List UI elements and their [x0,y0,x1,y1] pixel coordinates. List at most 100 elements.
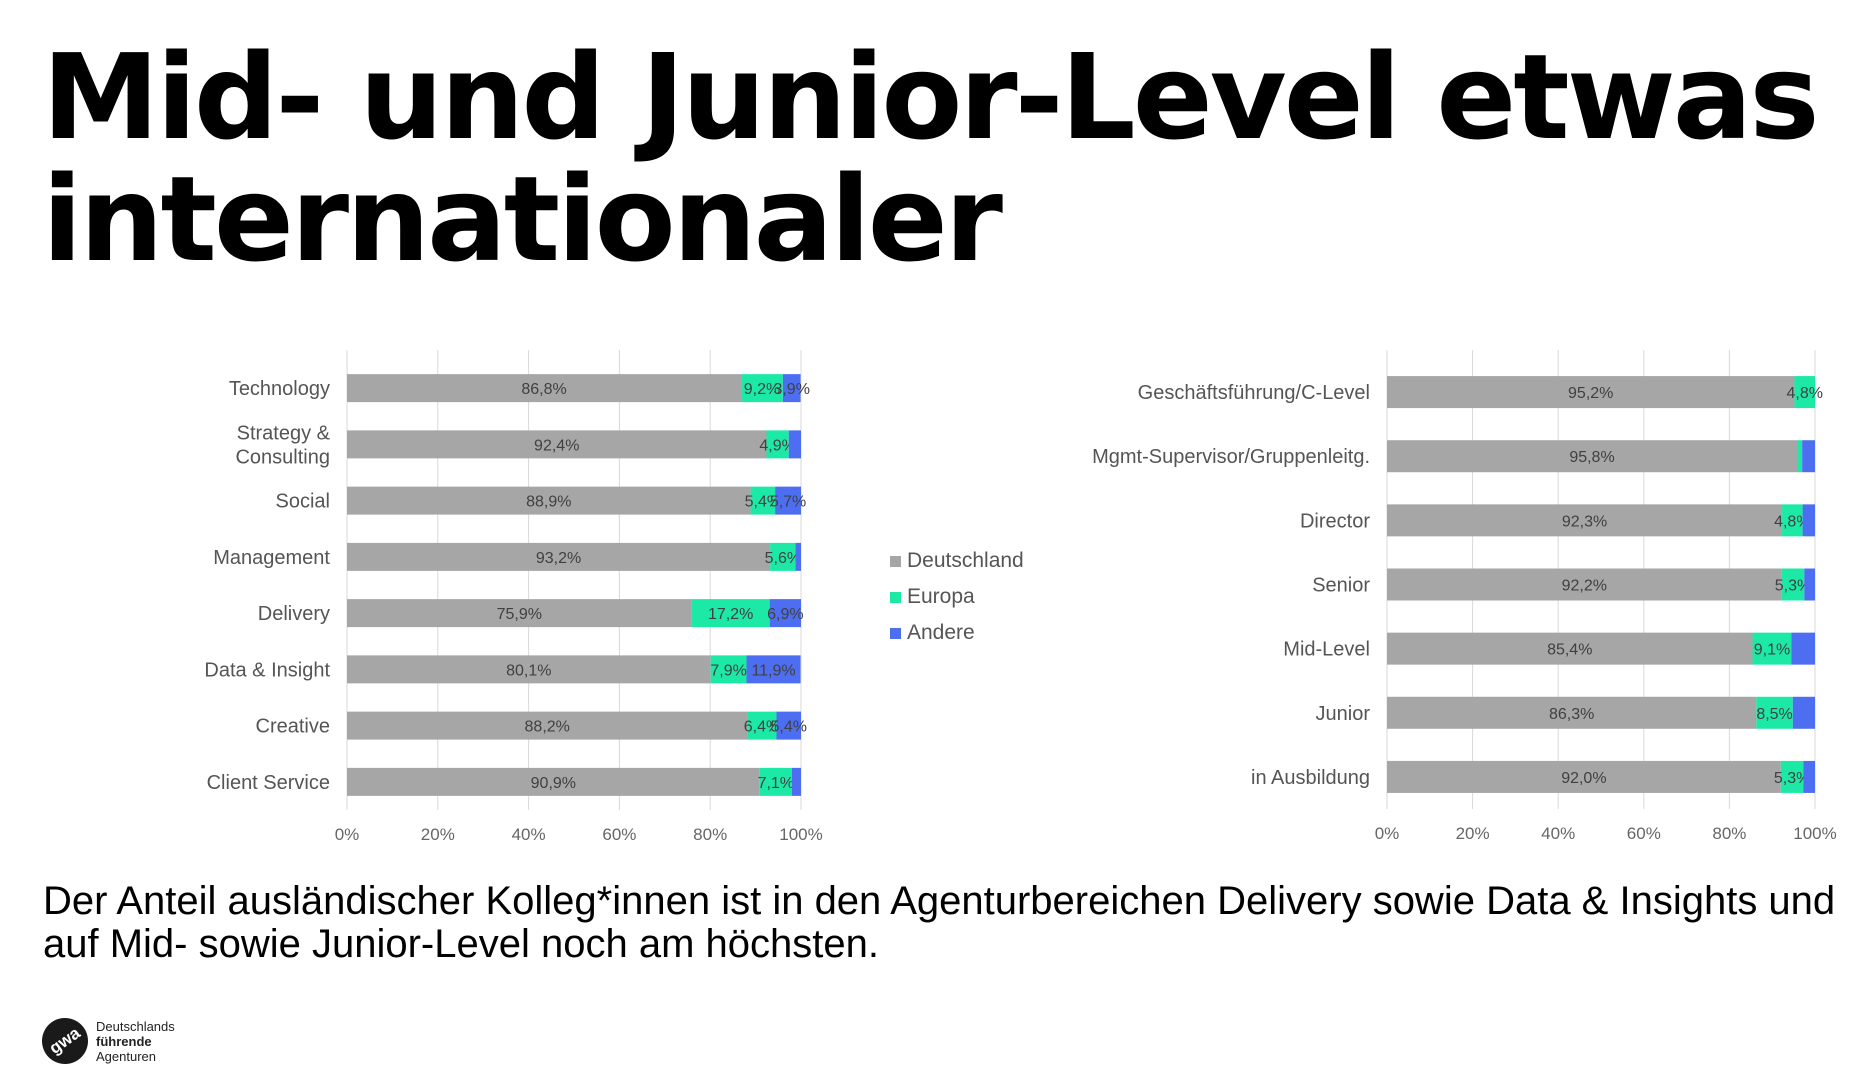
data-label-andere-technology: 3,9% [773,381,809,398]
data-label-deutschland-mid-level: 85,4% [1547,642,1592,659]
bar-deutschland-mid-level [1387,632,1753,665]
category-label-mid-level: Mid-Level [1283,639,1370,661]
bar-europa-director [1782,504,1803,537]
data-label-deutschland-strategy-consulting: 92,4% [534,437,579,454]
bar-deutschland-client-service [347,767,760,796]
legend-item-andere: Andere [890,615,1024,651]
x-tick-label: 20% [1456,824,1490,843]
data-label-deutschland-technology: 86,8% [521,381,566,398]
bar-europa-senior [1781,568,1805,601]
bar-europa-delivery [691,599,770,628]
bar-deutschland-social [347,486,751,515]
bar-deutschland-director [1387,504,1783,537]
data-label-deutschland-creative: 88,2% [525,719,570,736]
category-label-junior: Junior [1316,703,1371,725]
gwa-logo-text: Deutschlands führende Agenturen [96,1019,175,1064]
legend-swatch-europa [890,591,901,603]
bar-andere-director [1802,504,1815,537]
data-label-andere-creative: 5,4% [771,719,807,736]
bar-deutschland-strategy-consulting [347,430,767,459]
bar-deutschland-mgmt-supervisor-gruppenleitg [1387,440,1798,473]
legend-swatch-deutschland [890,555,901,567]
bar-andere-delivery [769,599,801,628]
category-label-line: Strategy & [237,422,331,444]
legend-swatch-andere [890,627,901,639]
bar-europa-strategy-consulting [766,430,789,459]
bar-andere-creative [776,711,801,740]
category-label-senior: Senior [1312,575,1370,597]
category-label-strategy-consulting: Strategy & Consulting [235,422,330,468]
legend-label-europa: Europa [907,585,975,608]
data-label-deutschland-director: 92,3% [1562,513,1607,530]
x-tick-label: 100% [1793,824,1836,843]
x-tick-label: 60% [602,825,636,844]
category-label-line: Social [276,491,330,513]
category-label-line: Management [213,547,330,569]
category-label-creative: Creative [256,716,330,738]
bar-europa-junior [1756,696,1793,729]
data-label-europa-management: 5,6% [765,550,801,567]
category-label-mgmt-supervisor-gruppenleitg: Mgmt-Supervisor/Gruppenleitg. [1092,446,1370,468]
data-label-andere-social: 5,7% [770,494,806,511]
data-label-deutschland-in-ausbildung: 92,0% [1561,770,1606,787]
category-label-line: Delivery [258,603,330,625]
bar-deutschland-in-ausbildung [1387,760,1781,793]
data-label-deutschland-geschäftsführung-c-level: 95,2% [1568,385,1613,402]
category-label-data-insight: Data & Insight [204,659,330,681]
chart-departments-svg: 0% 20% 40% 60% 80% 100% Technology 86,8% 9,2%3,9… [204,350,823,844]
category-label-line: Mid-Level [1283,639,1370,661]
data-label-andere-delivery: 6,9% [767,606,803,623]
category-label-line: Client Service [207,772,330,794]
bar-europa-technology [741,374,783,403]
x-tick-label: 60% [1627,824,1661,843]
x-tick-label: 80% [1712,824,1746,843]
data-label-europa-junior: 8,5% [1756,706,1792,723]
x-tick-label: 40% [512,825,546,844]
chart-levels-svg: 0% 20% 40% 60% 80% 100% Geschäftsführung/C-Lev… [1092,350,1837,843]
slide-subtitle: Der Anteil ausländischer Kolleg*innen is… [43,879,1836,966]
bar-deutschland-junior [1387,696,1757,729]
logo-line-3: Agenturen [96,1048,156,1064]
data-label-europa-technology: 9,2% [744,381,780,398]
bar-europa-data-insight [710,655,747,684]
category-label-line: Director [1300,510,1370,532]
bar-andere-client-service [791,767,801,796]
legend-item-europa: Europa [890,579,1024,615]
category-label-line: Senior [1312,575,1370,597]
data-label-europa-delivery: 17,2% [708,606,753,623]
legend-label-deutschland: Deutschland [907,549,1024,572]
bar-andere-management [795,542,801,571]
bar-europa-mgmt-supervisor-gruppenleitg [1797,440,1803,473]
bar-europa-client-service [759,767,792,796]
bar-deutschland-management [347,542,771,571]
category-label-in-ausbildung: in Ausbildung [1251,767,1370,789]
gwa-logo-mark: gwa [32,1008,98,1074]
legend-label-andere: Andere [907,621,975,644]
category-label-line: Technology [229,378,330,400]
category-label-technology: Technology [229,378,330,400]
x-tick-label: 80% [693,825,727,844]
bar-europa-in-ausbildung [1780,760,1804,793]
category-label-line: Mgmt-Supervisor/Gruppenleitg. [1092,446,1370,468]
category-label-geschäftsführung-c-level: Geschäftsführung/C-Level [1138,382,1370,404]
data-label-deutschland-social: 88,9% [526,494,571,511]
bar-deutschland-technology [347,374,742,403]
category-label-management: Management [213,547,330,569]
x-tick-label: 40% [1541,824,1575,843]
chart-departments: 0% 20% 40% 60% 80% 100% Technology 86,8% 9,2% 3,9… [150,350,850,860]
category-label-line: Data & Insight [204,659,330,681]
chart-levels: 0% 20% 40% 60% 80% 100% Geschäftsführung/C-Lev… [1030,350,1850,860]
bar-europa-social [750,486,776,515]
data-label-deutschland-senior: 92,2% [1562,578,1607,595]
bar-europa-geschäftsführung-c-level [1794,376,1815,409]
bar-andere-mgmt-supervisor-gruppenleitg [1802,440,1815,473]
data-label-europa-geschäftsführung-c-level: 4,8% [1786,385,1822,402]
logo-line-2: führende [96,1033,152,1049]
bar-deutschland-delivery [347,599,692,628]
data-label-europa-senior: 5,3% [1775,578,1811,595]
x-tick-label: 0% [335,825,360,844]
bar-andere-technology [782,374,801,403]
bar-andere-data-insight [746,655,801,684]
category-label-delivery: Delivery [258,603,330,625]
bar-deutschland-geschäftsführung-c-level [1387,376,1795,409]
